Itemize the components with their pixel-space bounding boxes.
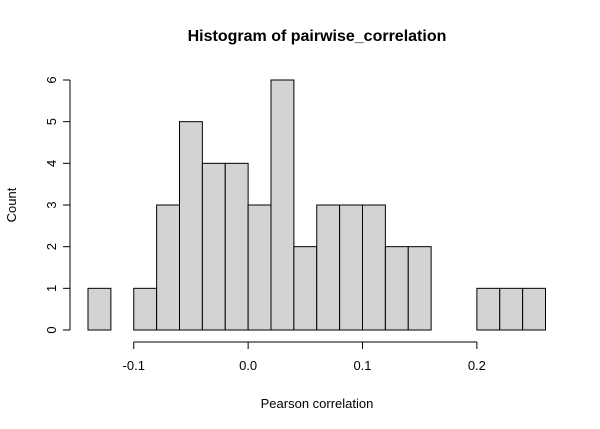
histogram-bar bbox=[156, 204, 180, 331]
bars-group bbox=[87, 79, 546, 331]
histogram-bar bbox=[270, 79, 295, 331]
x-tick-label: -0.1 bbox=[123, 358, 145, 373]
y-axis: 0 1 2 3 4 5 6 bbox=[44, 76, 71, 334]
histogram-bar bbox=[316, 204, 341, 331]
histogram-bar bbox=[179, 121, 203, 331]
x-tick-label: 0.0 bbox=[239, 358, 257, 373]
y-tick-label: 6 bbox=[44, 76, 59, 83]
histogram-bar bbox=[522, 287, 546, 331]
histogram-bar bbox=[476, 287, 501, 331]
y-axis-label: Count bbox=[4, 187, 19, 222]
x-tick-label: 0.2 bbox=[468, 358, 486, 373]
x-tick-label: 0.1 bbox=[353, 358, 371, 373]
y-tick-label: 2 bbox=[44, 243, 59, 250]
y-tick-label: 0 bbox=[44, 326, 59, 333]
histogram-bar bbox=[384, 246, 409, 331]
histogram-bar bbox=[133, 287, 158, 331]
chart-title: Histogram of pairwise_correlation bbox=[188, 28, 447, 45]
histogram-bar bbox=[87, 287, 112, 331]
y-tick-label: 3 bbox=[44, 201, 59, 208]
histogram-bar bbox=[224, 162, 249, 331]
y-tick-label: 4 bbox=[44, 160, 59, 167]
histogram-bar bbox=[499, 287, 524, 331]
histogram-bar bbox=[339, 204, 363, 331]
histogram-bar bbox=[407, 246, 432, 331]
y-tick-label: 1 bbox=[44, 285, 59, 292]
y-tick-label: 5 bbox=[44, 118, 59, 125]
x-axis: -0.1 0.0 0.1 0.2 bbox=[123, 341, 486, 373]
histogram-bar bbox=[293, 246, 318, 331]
x-axis-label: Pearson correlation bbox=[261, 396, 374, 411]
histogram-bar bbox=[247, 204, 272, 331]
histogram-bar bbox=[201, 162, 226, 331]
histogram-bar bbox=[362, 204, 386, 331]
